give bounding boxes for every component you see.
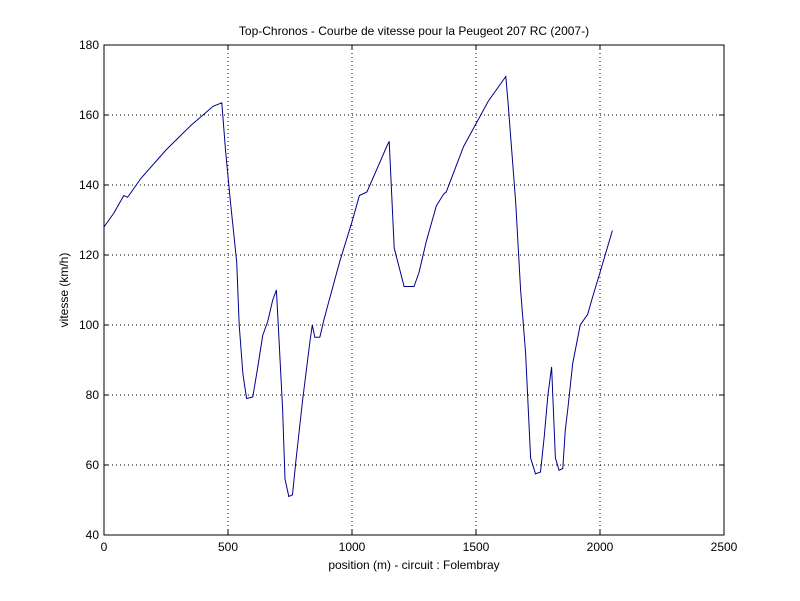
x-tick-label: 1000: [339, 540, 366, 554]
x-tick-label: 1500: [463, 540, 490, 554]
y-tick-label: 80: [86, 388, 100, 402]
y-tick-label: 140: [79, 178, 99, 192]
speed-series-line: [103, 75, 613, 498]
y-tick-labels: 40 60 80 100 120 140 160 180: [79, 38, 99, 542]
y-tick-label: 160: [79, 108, 99, 122]
plot-area: [103, 44, 725, 536]
y-tick-label: 100: [79, 318, 99, 332]
x-tick-label: 0: [101, 540, 108, 554]
x-tick-label: 2500: [711, 540, 738, 554]
y-tick-label: 40: [86, 528, 100, 542]
x-tick-labels: 0 500 1000 1500 2000 2500: [101, 540, 738, 554]
x-tick-label: 500: [218, 540, 238, 554]
grid: [104, 45, 724, 535]
x-axis-label: position (m) - circuit : Folembray: [328, 558, 499, 572]
axis-ticks: [103, 44, 725, 536]
y-tick-label: 60: [86, 458, 100, 472]
y-axis-label: vitesse (km/h): [57, 253, 71, 328]
x-tick-label: 2000: [587, 540, 614, 554]
y-tick-label: 180: [79, 38, 99, 52]
chart-title: Top-Chronos - Courbe de vitesse pour la …: [239, 24, 589, 38]
y-tick-label: 120: [79, 248, 99, 262]
